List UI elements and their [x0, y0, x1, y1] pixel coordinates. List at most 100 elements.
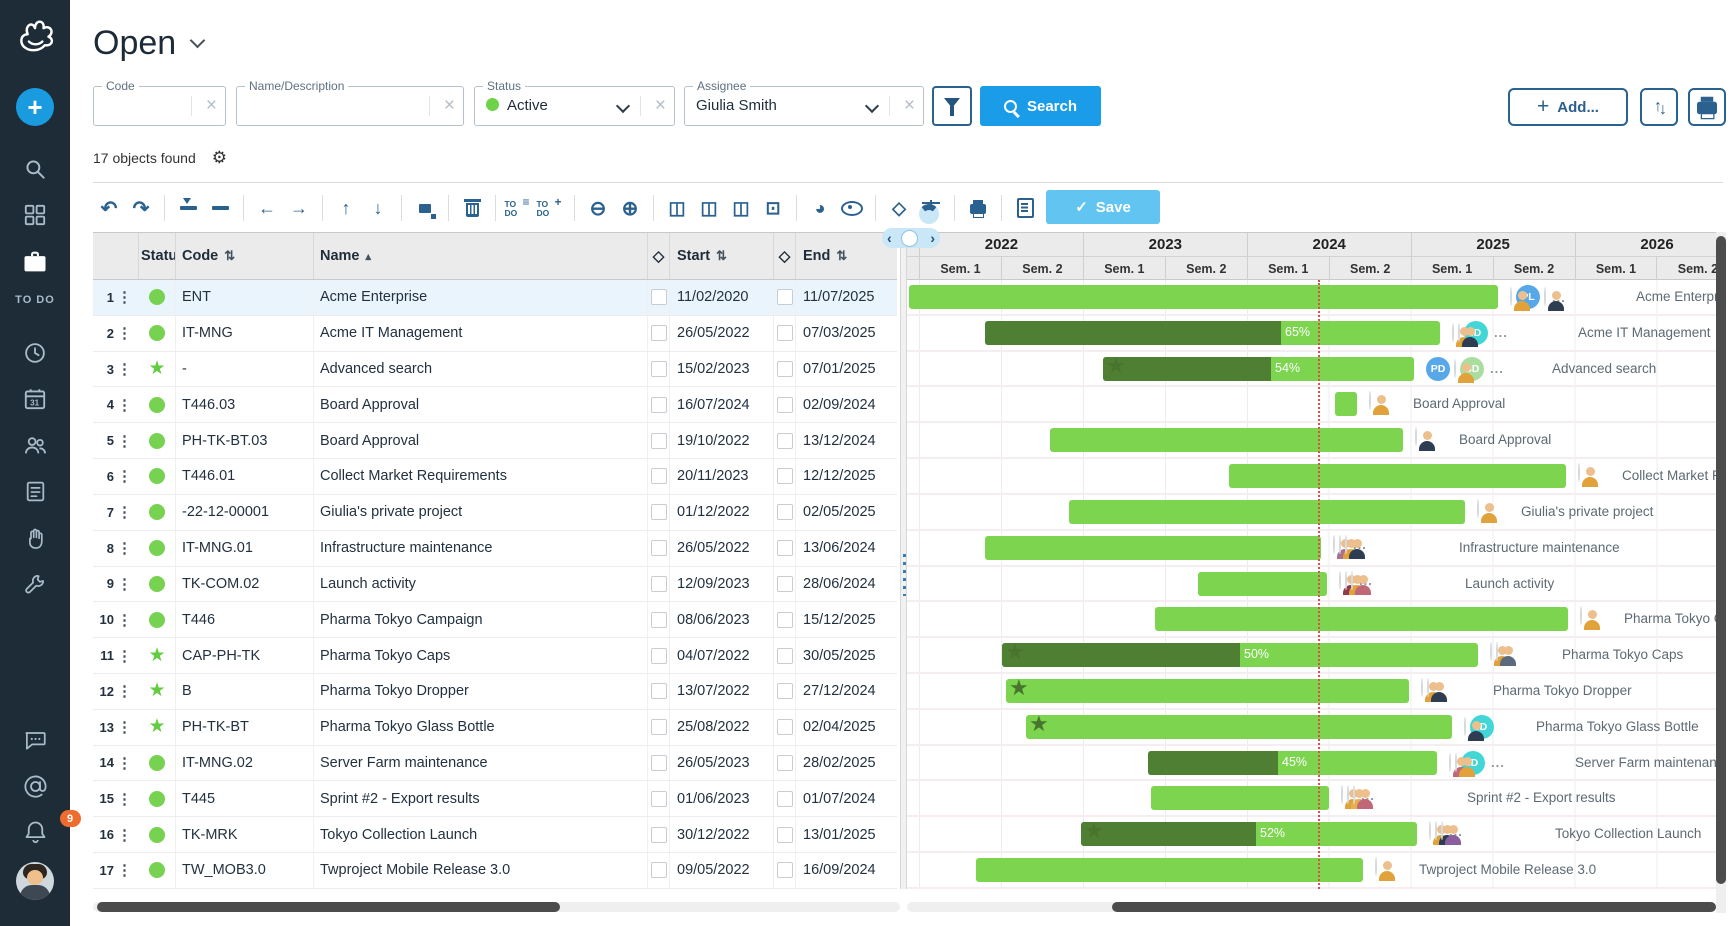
milestone-start-checkbox[interactable]: [650, 325, 667, 342]
task-bar[interactable]: [976, 858, 1363, 882]
assignee-avatar[interactable]: [1375, 857, 1395, 881]
milestone-start-checkbox[interactable]: [650, 790, 667, 807]
milestone-end-checkbox[interactable]: [776, 790, 793, 807]
assignee-avatar[interactable]: [1333, 534, 1353, 559]
more-assignees[interactable]: ...: [1490, 361, 1504, 377]
pane-splitter[interactable]: [900, 232, 907, 889]
start-date[interactable]: 01/06/2023: [670, 781, 774, 817]
column-header-milestone-end[interactable]: ◇: [774, 233, 796, 279]
code-filter-field[interactable]: Code ×: [93, 79, 226, 126]
start-date[interactable]: 25/08/2022: [670, 709, 774, 745]
assignee-avatar[interactable]: [1339, 570, 1359, 595]
sidebar-item-projects-active[interactable]: [0, 248, 70, 276]
more-assignees[interactable]: ...: [1491, 755, 1505, 771]
print-button[interactable]: [1688, 88, 1726, 126]
table-row[interactable]: 8 ⋮ IT-MNG.01 Infrastructure maintenance…: [93, 530, 897, 567]
color-palette-icon[interactable]: ◕: [814, 197, 826, 218]
end-date[interactable]: 02/09/2024: [803, 396, 876, 413]
save-button[interactable]: ✓ Save: [1046, 190, 1160, 224]
table-horizontal-scrollbar[interactable]: [97, 902, 560, 912]
end-date[interactable]: 12/12/2025: [803, 468, 876, 485]
assignee-avatar[interactable]: [1369, 391, 1389, 416]
name-filter-field[interactable]: Name/Description ×: [236, 79, 464, 126]
table-row[interactable]: 14 ⋮ IT-MNG.02 Server Farm maintenance 2…: [93, 745, 897, 782]
clear-baseline-icon[interactable]: [204, 193, 236, 223]
set-baseline-icon[interactable]: [172, 193, 204, 223]
task-bar[interactable]: ★ 54%: [1103, 353, 1414, 381]
pan-left-icon[interactable]: ‹: [887, 230, 892, 246]
redo-icon[interactable]: ↷: [132, 197, 150, 220]
column-header-milestone-start[interactable]: ◇: [648, 233, 670, 279]
row-menu-icon[interactable]: ⋮: [117, 719, 132, 737]
sidebar-item-timesheet[interactable]: [0, 525, 70, 552]
milestone-end-checkbox[interactable]: [776, 754, 793, 771]
end-date[interactable]: 01/07/2024: [803, 790, 876, 807]
sidebar-item-tools[interactable]: [0, 571, 70, 597]
milestone-end-checkbox[interactable]: [776, 826, 793, 843]
milestone-start-checkbox[interactable]: [650, 683, 667, 700]
clear-icon[interactable]: ×: [443, 95, 455, 116]
table-row[interactable]: 15 ⋮ T445 Sprint #2 - Export results 01/…: [93, 781, 897, 818]
column-header-code[interactable]: Code ⇅: [176, 233, 314, 279]
row-menu-icon[interactable]: ⋮: [117, 432, 132, 450]
row-menu-icon[interactable]: ⋮: [117, 683, 132, 701]
status-filter-value[interactable]: Active: [507, 97, 548, 114]
task-bar[interactable]: [1151, 786, 1329, 811]
sidebar-item-todo[interactable]: TO DO: [0, 294, 70, 306]
column-header-start[interactable]: Start ⇅: [670, 233, 774, 279]
splitter-handle[interactable]: [902, 554, 906, 596]
task-bar[interactable]: [1229, 464, 1566, 489]
assignee-avatar[interactable]: [1353, 785, 1373, 810]
milestone-end-checkbox[interactable]: [776, 683, 793, 700]
outdent-task-icon[interactable]: ←: [258, 197, 276, 218]
sidebar-item-mentions[interactable]: [0, 773, 70, 800]
table-row[interactable]: 13 ⋮ ★ PH-TK-BT Pharma Tokyo Glass Bottl…: [93, 709, 897, 746]
todo-add-icon[interactable]: TO DO +: [536, 195, 562, 218]
sidebar-item-calendar[interactable]: 31: [0, 386, 70, 412]
page-title-dropdown[interactable]: Open: [93, 24, 206, 63]
task-bar[interactable]: [1198, 571, 1327, 596]
zoom-out-icon[interactable]: ⊖: [589, 197, 607, 220]
start-date[interactable]: 04/07/2022: [670, 638, 774, 673]
assignee-avatar[interactable]: [1544, 287, 1564, 311]
start-date[interactable]: 12/09/2023: [670, 566, 774, 602]
milestone-start-checkbox[interactable]: [650, 468, 667, 485]
undo-icon[interactable]: ↶: [100, 197, 118, 220]
row-menu-icon[interactable]: ⋮: [117, 396, 132, 414]
pan-right-icon[interactable]: ›: [930, 230, 935, 246]
gear-icon[interactable]: ⚙: [211, 148, 227, 167]
sidebar-item-worklog[interactable]: [0, 340, 70, 366]
start-date[interactable]: 16/07/2024: [670, 387, 774, 423]
layout-split-icon[interactable]: ◫: [700, 197, 718, 218]
end-date[interactable]: 11/07/2025: [803, 289, 875, 306]
layout-table-icon[interactable]: ◫: [668, 197, 686, 218]
end-date[interactable]: 27/12/2024: [803, 683, 876, 700]
end-date[interactable]: 07/03/2025: [803, 325, 876, 342]
task-bar[interactable]: 45%: [1148, 750, 1437, 775]
table-row[interactable]: 17 ⋮ TW_MOB3.0 Twproject Mobile Release …: [93, 853, 897, 889]
milestone-icon[interactable]: ◇: [892, 197, 906, 218]
milestone-end-checkbox[interactable]: [776, 540, 793, 557]
print-gantt-icon[interactable]: [962, 193, 994, 223]
milestone-end-checkbox[interactable]: [776, 396, 793, 413]
row-menu-icon[interactable]: ⋮: [117, 289, 132, 307]
row-menu-icon[interactable]: ⋮: [117, 575, 132, 593]
assignee-avatar[interactable]: [1510, 287, 1530, 311]
end-date[interactable]: 13/01/2025: [803, 826, 876, 843]
table-row[interactable]: 11 ⋮ ★ CAP-PH-TK Pharma Tokyo Caps 04/07…: [93, 638, 897, 674]
milestone-start-checkbox[interactable]: [650, 289, 667, 306]
task-bar[interactable]: ★: [1006, 675, 1409, 703]
end-date[interactable]: 28/02/2025: [803, 754, 876, 771]
task-bar[interactable]: 65%: [985, 320, 1440, 345]
task-bar[interactable]: [1050, 428, 1403, 453]
end-date[interactable]: 02/04/2025: [803, 719, 876, 736]
sidebar-item-notifications[interactable]: 9: [0, 810, 81, 845]
assignee-avatar[interactable]: [1429, 821, 1449, 846]
start-date[interactable]: 19/10/2022: [670, 423, 774, 459]
task-bar[interactable]: [1335, 392, 1357, 417]
milestone-end-checkbox[interactable]: [776, 504, 793, 521]
assignee-avatar[interactable]: [1452, 322, 1472, 347]
table-row[interactable]: 7 ⋮ -22-12-00001 Giulia's private projec…: [93, 494, 897, 531]
start-date[interactable]: 09/05/2022: [670, 853, 774, 888]
critical-path-icon[interactable]: [915, 193, 947, 224]
